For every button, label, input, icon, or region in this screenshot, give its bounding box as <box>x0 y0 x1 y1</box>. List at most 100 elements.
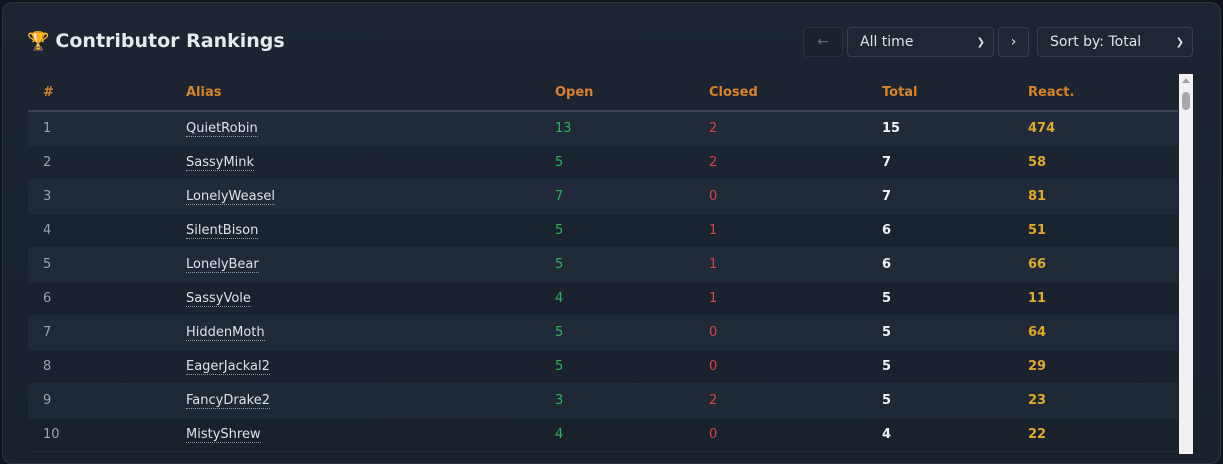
alias-cell: SassyMink <box>186 155 555 171</box>
alias-link[interactable]: QuietRobin <box>186 121 258 137</box>
table-row: 1 QuietRobin 13 2 15 474 <box>28 112 1178 146</box>
open-count: 4 <box>555 291 564 306</box>
alias-cell: QuietRobin <box>186 121 555 137</box>
table-row: 3 LonelyWeasel 7 0 7 81 <box>28 180 1178 214</box>
rank: 5 <box>43 257 52 272</box>
closed-count: 2 <box>709 155 718 170</box>
arrow-left-icon: ← <box>817 34 829 50</box>
open-count: 5 <box>555 155 564 170</box>
total-count: 7 <box>882 155 892 170</box>
alias-link[interactable]: SilentBison <box>186 223 259 239</box>
rank: 7 <box>43 325 52 340</box>
alias-cell: LonelyBear <box>186 257 555 273</box>
closed-count: 2 <box>709 121 718 136</box>
rank: 6 <box>43 291 52 306</box>
alias-cell: FancyDrake2 <box>186 393 555 409</box>
closed-count: 1 <box>709 223 718 238</box>
trophy-icon: 🏆 <box>27 30 50 52</box>
alias-link[interactable]: MistyShrew <box>186 427 261 443</box>
closed-count: 0 <box>709 189 718 204</box>
reaction-count: 29 <box>1028 359 1047 374</box>
reaction-count: 11 <box>1028 291 1047 306</box>
sort-select[interactable]: Sort by: Total ❯ <box>1037 27 1193 57</box>
alias-cell: LonelyWeasel <box>186 189 555 205</box>
table-row: 8 EagerJackal2 5 0 5 29 <box>28 350 1178 384</box>
reaction-count: 22 <box>1028 427 1047 442</box>
total-count: 6 <box>882 257 892 272</box>
reaction-count: 474 <box>1028 121 1056 136</box>
col-react[interactable]: React. <box>1028 84 1075 100</box>
col-alias[interactable]: Alias <box>186 84 222 100</box>
total-count: 5 <box>882 325 892 340</box>
open-count: 13 <box>555 121 572 136</box>
table-row: 9 FancyDrake2 3 2 5 23 <box>28 384 1178 418</box>
alias-cell: SilentBison <box>186 223 555 239</box>
table-header: # Alias Open Closed Total React. <box>28 74 1178 112</box>
scrollbar[interactable] <box>1179 74 1193 454</box>
chevron-down-icon: ❯ <box>1175 36 1184 48</box>
alias-link[interactable]: FancyDrake2 <box>186 393 270 409</box>
alias-link[interactable]: EagerJackal2 <box>186 359 270 375</box>
total-count: 7 <box>882 189 892 204</box>
open-count: 5 <box>555 223 564 238</box>
total-count: 15 <box>882 121 901 136</box>
table-row: 7 HiddenMoth 5 0 5 64 <box>28 316 1178 350</box>
chevron-right-icon: › <box>1010 34 1017 50</box>
title-text: Contributor Rankings <box>55 30 285 52</box>
closed-count: 0 <box>709 427 718 442</box>
col-rank[interactable]: # <box>43 84 54 100</box>
col-total[interactable]: Total <box>882 84 918 100</box>
scroll-up-icon[interactable] <box>1182 78 1190 83</box>
alias-cell: MistyShrew <box>186 427 555 443</box>
rankings-table: # Alias Open Closed Total React. 1 Quiet… <box>28 74 1178 452</box>
alias-link[interactable]: SassyVole <box>186 291 251 307</box>
reaction-count: 23 <box>1028 393 1047 408</box>
prev-period-button[interactable]: ← <box>803 27 843 57</box>
alias-cell: SassyVole <box>186 291 555 307</box>
open-count: 5 <box>555 325 564 340</box>
open-count: 5 <box>555 257 564 272</box>
rank: 2 <box>43 155 52 170</box>
rank: 4 <box>43 223 52 238</box>
col-open[interactable]: Open <box>555 84 594 100</box>
time-range-value: All time <box>860 34 914 50</box>
rank: 9 <box>43 393 52 408</box>
closed-count: 1 <box>709 291 718 306</box>
alias-link[interactable]: HiddenMoth <box>186 325 265 341</box>
total-count: 5 <box>882 291 892 306</box>
total-count: 6 <box>882 223 892 238</box>
closed-count: 0 <box>709 359 718 374</box>
open-count: 7 <box>555 189 564 204</box>
open-count: 4 <box>555 427 564 442</box>
scroll-thumb[interactable] <box>1182 92 1190 110</box>
total-count: 5 <box>882 359 892 374</box>
reaction-count: 81 <box>1028 189 1047 204</box>
reaction-count: 51 <box>1028 223 1047 238</box>
rank: 3 <box>43 189 52 204</box>
table-row: 6 SassyVole 4 1 5 11 <box>28 282 1178 316</box>
col-closed[interactable]: Closed <box>709 84 758 100</box>
reaction-count: 66 <box>1028 257 1047 272</box>
reaction-count: 64 <box>1028 325 1047 340</box>
table-row: 2 SassyMink 5 2 7 58 <box>28 146 1178 180</box>
alias-link[interactable]: SassyMink <box>186 155 255 171</box>
total-count: 4 <box>882 427 892 442</box>
table-row: 4 SilentBison 5 1 6 51 <box>28 214 1178 248</box>
closed-count: 1 <box>709 257 718 272</box>
closed-count: 0 <box>709 325 718 340</box>
rank: 1 <box>43 121 52 136</box>
table-row: 5 LonelyBear 5 1 6 66 <box>28 248 1178 282</box>
alias-link[interactable]: LonelyWeasel <box>186 189 275 205</box>
open-count: 3 <box>555 393 564 408</box>
closed-count: 2 <box>709 393 718 408</box>
alias-cell: EagerJackal2 <box>186 359 555 375</box>
alias-link[interactable]: LonelyBear <box>186 257 259 273</box>
reaction-count: 58 <box>1028 155 1047 170</box>
open-count: 5 <box>555 359 564 374</box>
page-title: 🏆 Contributor Rankings <box>27 30 285 52</box>
alias-cell: HiddenMoth <box>186 325 555 341</box>
time-range-select[interactable]: All time ❯ <box>847 27 994 57</box>
sort-value: Sort by: Total <box>1050 34 1142 50</box>
next-period-button[interactable]: › <box>998 27 1029 57</box>
